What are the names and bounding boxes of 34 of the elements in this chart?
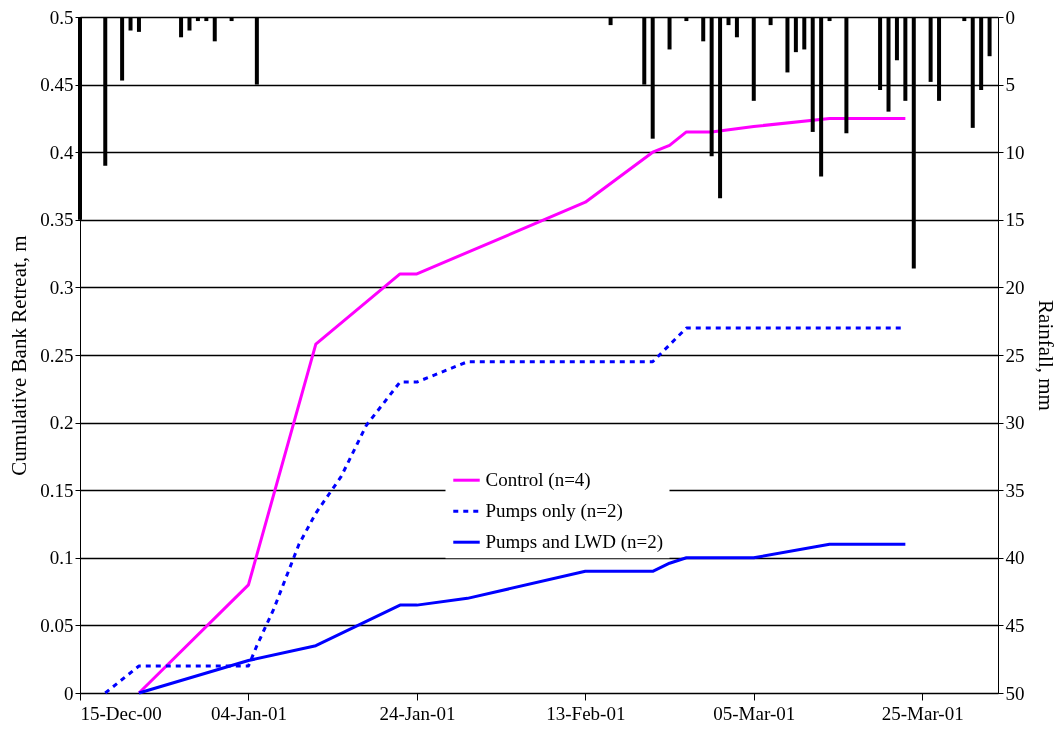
y2-tick-label: 20 — [1005, 276, 1025, 298]
y2-tick-label: 35 — [1005, 479, 1025, 501]
x-tick-label: 04-Jan-01 — [210, 702, 287, 724]
y-tick-label: 0.1 — [49, 547, 74, 569]
y-axis-title: Cumulative Bank Retreat, m — [7, 235, 32, 476]
y2-tick-label: 10 — [1005, 141, 1025, 163]
line-series — [137, 116, 907, 695]
y-tick-label: 0.25 — [40, 344, 74, 366]
y2-tick-label: 15 — [1005, 209, 1025, 231]
x-tick-label: 13-Feb-01 — [546, 702, 626, 724]
y2-tick-label: 25 — [1005, 344, 1025, 366]
y2-tick-label: 5 — [1005, 74, 1015, 96]
y2-tick-label: 45 — [1005, 614, 1025, 636]
y-tick-label: 0 — [64, 682, 74, 704]
legend-label: Pumps only (n=2) — [485, 500, 623, 523]
y-tick-label: 0.15 — [40, 479, 74, 501]
x-tick-label: 15-Dec-00 — [80, 702, 162, 724]
y-tick-label: 0.3 — [49, 276, 74, 298]
x-tick-label: 24-Jan-01 — [379, 702, 456, 724]
y2-tick-label: 0 — [1005, 6, 1015, 28]
y2-tick-label: 50 — [1005, 682, 1025, 704]
y-tick-label: 0.05 — [40, 614, 74, 636]
y2-tick-label: 30 — [1005, 412, 1025, 434]
y-tick-label: 0.35 — [40, 209, 74, 231]
legend-label: Control (n=4) — [485, 469, 591, 492]
y-tick-label: 0.2 — [49, 412, 74, 434]
y2-tick-label: 40 — [1005, 547, 1025, 569]
y2-axis-title: Rainfall, mm — [1033, 300, 1058, 411]
y-tick-label: 0.45 — [40, 74, 74, 96]
y-tick-label: 0.4 — [49, 141, 74, 163]
legend-label: Pumps and LWD (n=2) — [485, 531, 664, 554]
x-tick-label: 05-Mar-01 — [713, 702, 796, 724]
y-tick-label: 0.5 — [49, 6, 74, 28]
x-tick-label: 25-Mar-01 — [881, 702, 964, 724]
